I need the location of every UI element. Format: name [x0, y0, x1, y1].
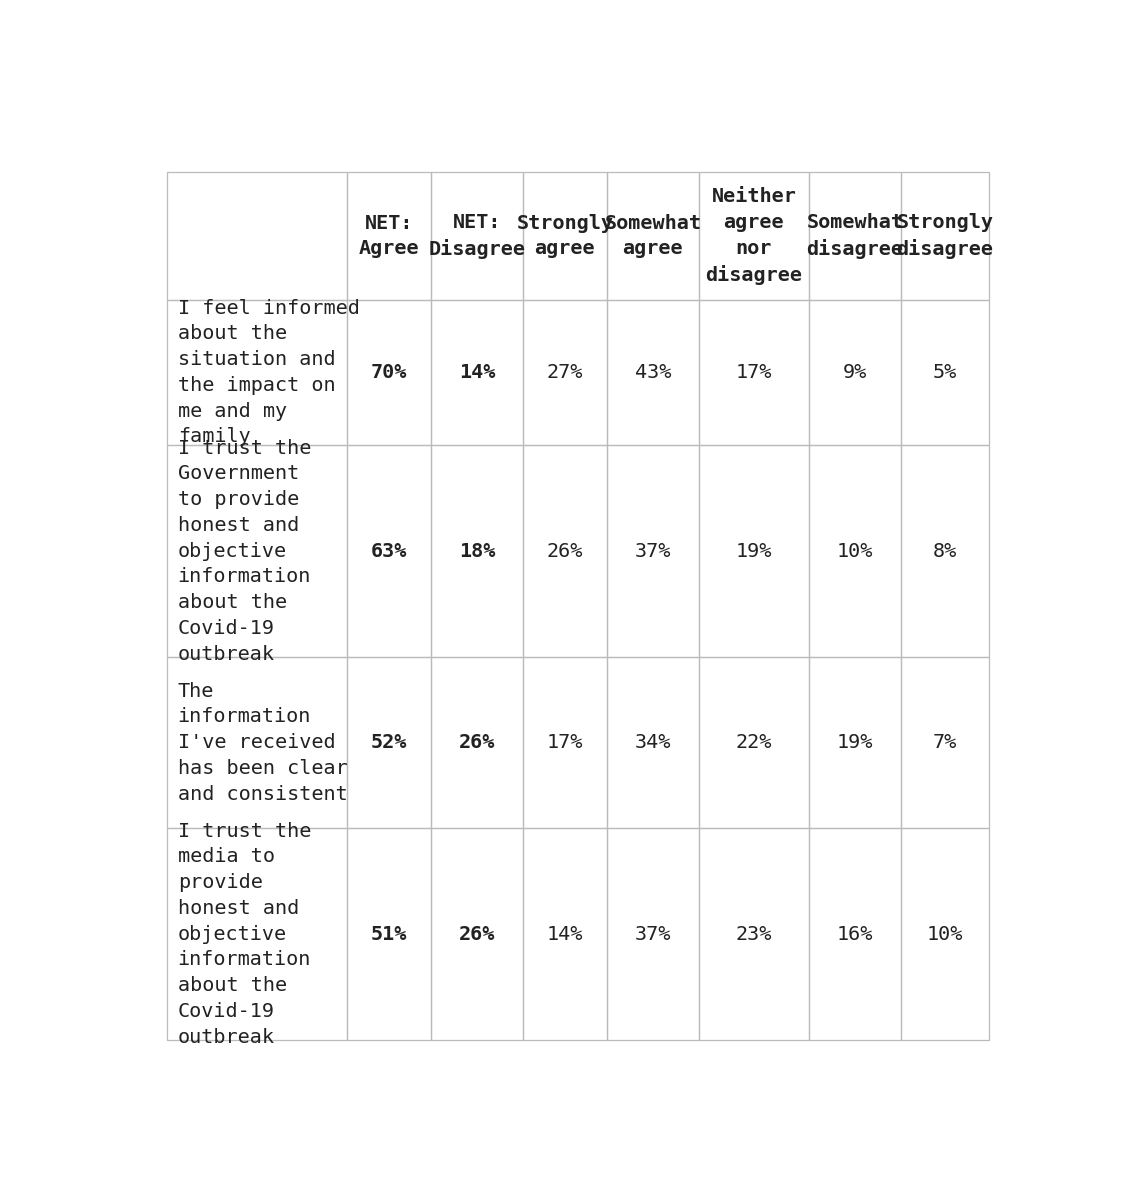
Text: 14%: 14% [459, 364, 495, 382]
Bar [901, 172, 989, 300]
Bar [523, 828, 607, 1040]
Text: I feel informed
about the
situation and
the impact on
me and my
family: I feel informed about the situation and … [178, 299, 360, 446]
Text: 26%: 26% [459, 733, 495, 752]
Bar [901, 300, 989, 445]
Text: 37%: 37% [635, 541, 671, 560]
Bar [167, 172, 347, 300]
Bar [431, 828, 523, 1040]
Text: 70%: 70% [371, 364, 407, 382]
Text: 18%: 18% [459, 541, 495, 560]
Text: 63%: 63% [371, 541, 407, 560]
Bar [523, 445, 607, 658]
Bar [523, 300, 607, 445]
Bar [809, 828, 901, 1040]
Text: 17%: 17% [735, 364, 772, 382]
Bar [699, 300, 809, 445]
Bar [607, 300, 699, 445]
Bar [901, 658, 989, 828]
Text: 26%: 26% [459, 924, 495, 943]
Bar [607, 172, 699, 300]
Text: 22%: 22% [735, 733, 772, 752]
Text: 52%: 52% [371, 733, 407, 752]
Bar [347, 828, 431, 1040]
Bar [523, 172, 607, 300]
Bar [431, 445, 523, 658]
Bar [431, 658, 523, 828]
Bar [167, 300, 347, 445]
Bar [523, 658, 607, 828]
Text: 34%: 34% [635, 733, 671, 752]
Bar [901, 445, 989, 658]
Text: 37%: 37% [635, 924, 671, 943]
Text: 9%: 9% [843, 364, 867, 382]
Bar [167, 658, 347, 828]
Text: Somewhat
disagree: Somewhat disagree [807, 212, 904, 259]
Text: 17%: 17% [547, 733, 583, 752]
Text: 27%: 27% [547, 364, 583, 382]
Bar [347, 172, 431, 300]
Bar [699, 172, 809, 300]
Text: NET:
Disagree: NET: Disagree [429, 212, 526, 259]
Text: 43%: 43% [635, 364, 671, 382]
Bar [699, 828, 809, 1040]
Bar [347, 658, 431, 828]
Text: 16%: 16% [837, 924, 873, 943]
Bar [607, 828, 699, 1040]
Bar [809, 445, 901, 658]
Text: 14%: 14% [547, 924, 583, 943]
Bar [809, 172, 901, 300]
Text: 26%: 26% [547, 541, 583, 560]
Bar [607, 445, 699, 658]
Text: 19%: 19% [735, 541, 772, 560]
Bar [167, 828, 347, 1040]
Text: Somewhat
agree: Somewhat agree [605, 214, 702, 258]
Text: 8%: 8% [933, 541, 958, 560]
Bar [809, 300, 901, 445]
Bar [699, 445, 809, 658]
Text: NET:
Agree: NET: Agree [359, 214, 420, 258]
Bar [167, 445, 347, 658]
Bar [431, 172, 523, 300]
Bar [347, 445, 431, 658]
Bar [699, 658, 809, 828]
Text: 5%: 5% [933, 364, 958, 382]
Bar [809, 658, 901, 828]
Text: 23%: 23% [735, 924, 772, 943]
Text: Strongly
disagree: Strongly disagree [897, 212, 994, 259]
Text: Strongly
agree: Strongly agree [517, 214, 614, 258]
Text: 19%: 19% [837, 733, 873, 752]
Text: I trust the
Government
to provide
honest and
objective
information
about the
Cov: I trust the Government to provide honest… [178, 438, 311, 664]
Bar [431, 300, 523, 445]
Bar [901, 828, 989, 1040]
Bar [347, 300, 431, 445]
Text: 51%: 51% [371, 924, 407, 943]
Text: 7%: 7% [933, 733, 958, 752]
Text: I trust the
media to
provide
honest and
objective
information
about the
Covid-19: I trust the media to provide honest and … [178, 822, 311, 1046]
Bar [607, 658, 699, 828]
Text: 10%: 10% [927, 924, 963, 943]
Text: The
information
I've received
has been clear
and consistent: The information I've received has been c… [178, 682, 347, 804]
Text: 10%: 10% [837, 541, 873, 560]
Text: Neither
agree
nor
disagree: Neither agree nor disagree [705, 187, 802, 284]
